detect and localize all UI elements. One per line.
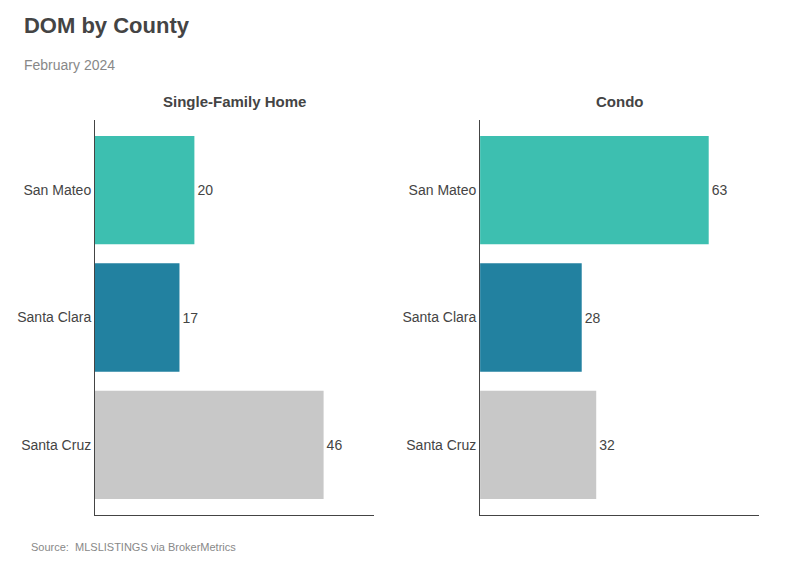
svg-text:February 2024: February 2024 — [24, 57, 115, 73]
svg-text:20: 20 — [197, 182, 213, 198]
svg-text:Santa Cruz: Santa Cruz — [406, 437, 476, 453]
svg-text:28: 28 — [585, 310, 601, 326]
svg-text:San Mateo: San Mateo — [23, 182, 91, 198]
svg-text:32: 32 — [599, 437, 615, 453]
svg-text:San Mateo: San Mateo — [409, 182, 477, 198]
svg-text:Source: MLSLISTINGS via Broke: Source: MLSLISTINGS via BrokerMetrics — [31, 541, 236, 553]
svg-text:17: 17 — [182, 310, 198, 326]
svg-text:DOM by County: DOM by County — [24, 13, 190, 38]
svg-text:Santa Cruz: Santa Cruz — [21, 437, 91, 453]
svg-text:Santa Clara: Santa Clara — [17, 309, 91, 325]
svg-text:Santa Clara: Santa Clara — [402, 309, 476, 325]
svg-text:Condo: Condo — [596, 93, 643, 110]
svg-text:63: 63 — [712, 182, 728, 198]
svg-text:46: 46 — [327, 437, 343, 453]
svg-text:Single-Family Home: Single-Family Home — [163, 93, 306, 110]
